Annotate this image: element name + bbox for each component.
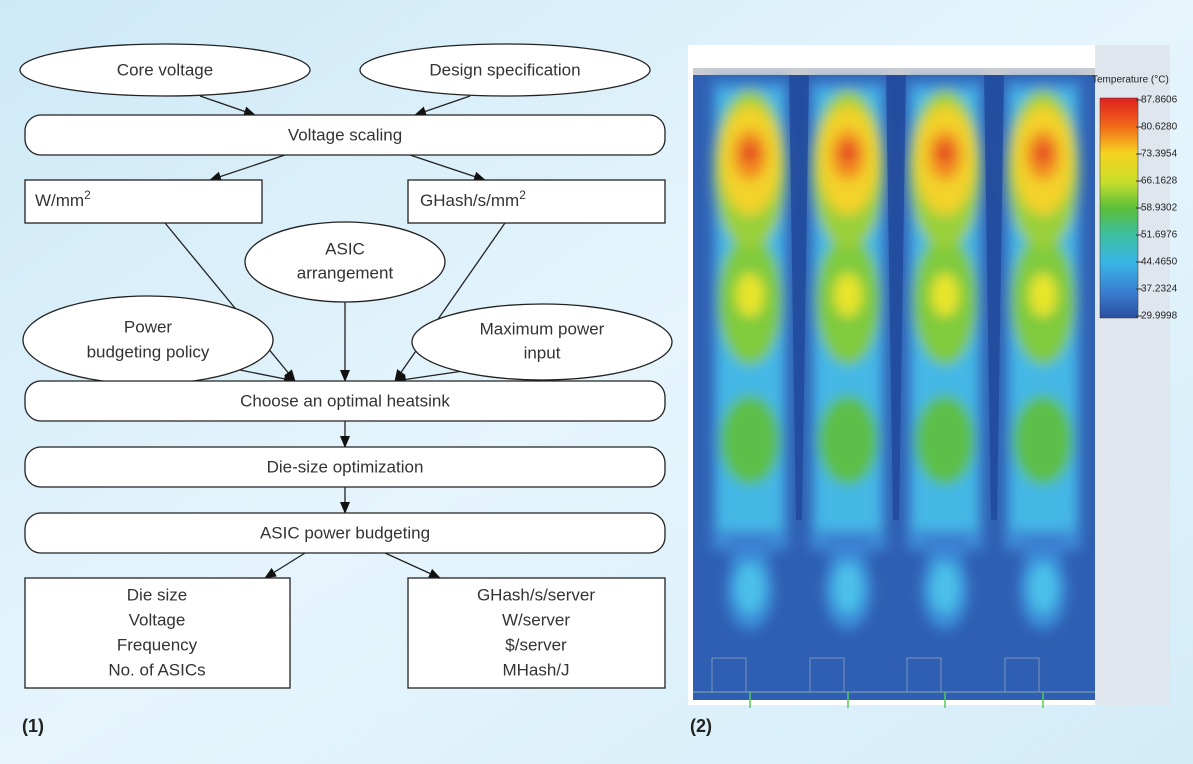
legend-value: 80.6280 <box>1141 122 1178 133</box>
node-label: Design specification <box>429 60 580 79</box>
node-label: Die size <box>127 585 187 604</box>
heat-zone <box>834 563 862 613</box>
legend-values: 87.8606 80.6280 73.3954 66.1628 58.9302 51.69… <box>1136 95 1178 322</box>
input-node <box>412 304 672 380</box>
heat-zone <box>720 395 780 485</box>
node-label: Power <box>124 317 173 336</box>
node-label: Core voltage <box>117 60 213 79</box>
legend-value: 58.9302 <box>1141 203 1178 214</box>
panel-label: (1) <box>22 716 44 736</box>
thermal-map <box>693 68 1095 708</box>
node-label: MHash/J <box>502 660 569 679</box>
node-label: Frequency <box>117 635 198 654</box>
heat-zone <box>915 395 975 485</box>
colorbar <box>1100 98 1138 318</box>
metric-sup: 2 <box>84 188 91 202</box>
metric-sup: 2 <box>519 188 526 202</box>
node-label: Choose an optimal heatsink <box>240 391 450 410</box>
node-label: GHash/s/mm2 <box>420 188 526 210</box>
metric-text: GHash/s/mm <box>420 191 519 210</box>
heat-zone <box>841 144 855 162</box>
legend-value: 87.8606 <box>1141 95 1178 106</box>
heat-zone <box>818 395 878 485</box>
legend-value: 73.3954 <box>1141 149 1178 160</box>
node-label: W/mm2 <box>35 188 91 210</box>
heat-zone <box>1029 273 1057 317</box>
thermal-panel: Temperature (°C) 87.8606 80.6280 73.3954 66… <box>688 45 1178 736</box>
heat-zone <box>1013 395 1073 485</box>
legend-title: Temperature (°C) <box>1092 75 1169 86</box>
metric-text: W/mm <box>35 191 84 210</box>
node-label: input <box>524 343 561 362</box>
legend-value: 29.9998 <box>1141 311 1178 322</box>
legend-value: 37.2324 <box>1141 284 1178 295</box>
node-label: Voltage <box>129 610 186 629</box>
legend-value: 66.1628 <box>1141 176 1178 187</box>
heat-zone <box>938 144 952 162</box>
heat-zone <box>1029 563 1057 613</box>
node-label: Die-size optimization <box>267 457 424 476</box>
heat-zone <box>736 273 764 317</box>
heat-zone <box>834 273 862 317</box>
heat-zone <box>931 563 959 613</box>
heat-zone <box>931 273 959 317</box>
legend-value: 44.4650 <box>1141 257 1178 268</box>
input-node <box>245 222 445 302</box>
heat-zone <box>743 144 757 162</box>
heat-zone <box>1036 144 1050 162</box>
legend-value: 51.6976 <box>1141 230 1178 241</box>
node-label: No. of ASICs <box>108 660 205 679</box>
figure: Core voltage Design specification Voltag… <box>0 0 1193 764</box>
node-label: budgeting policy <box>87 342 210 361</box>
node-label: ASIC <box>325 239 365 258</box>
node-label: ASIC power budgeting <box>260 523 430 542</box>
node-label: GHash/s/server <box>477 585 595 604</box>
node-label: arrangement <box>297 263 394 282</box>
sim-top <box>693 68 1095 75</box>
input-node <box>23 296 273 384</box>
node-label: $/server <box>505 635 567 654</box>
heat-zone <box>736 563 764 613</box>
node-label: Voltage scaling <box>288 125 402 144</box>
panel-label: (2) <box>690 716 712 736</box>
node-label: W/server <box>502 610 570 629</box>
node-label: Maximum power <box>480 319 605 338</box>
